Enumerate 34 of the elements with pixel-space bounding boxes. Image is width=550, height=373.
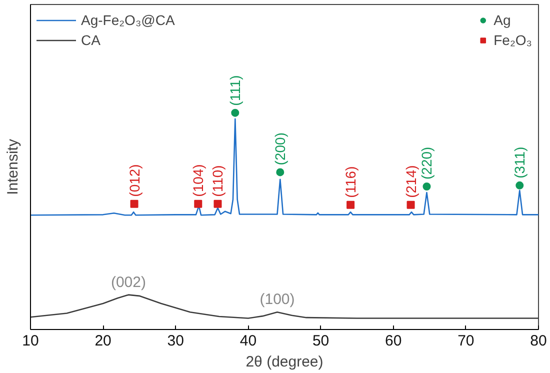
legend-label: CA [81, 32, 101, 48]
x-tick-label: 30 [167, 332, 184, 350]
point [276, 168, 284, 176]
annotation: (214) [402, 165, 419, 198]
point [516, 181, 524, 190]
legend-label: Ag-Fe₂O₃@CA [81, 12, 175, 28]
x-tick-label: 80 [530, 332, 547, 350]
x-tick-label: 40 [240, 332, 257, 350]
annotation: (200) [272, 132, 288, 166]
annotation: (220) [418, 146, 435, 180]
point [422, 182, 431, 190]
annotation: (110) [210, 165, 226, 197]
legend-label: Fe₂O₃ [494, 32, 532, 48]
point [231, 108, 240, 117]
x-tick-label: 10 [22, 332, 39, 350]
annotation: (012) [126, 164, 142, 197]
x-tick-label: 70 [458, 332, 474, 350]
point [346, 200, 355, 209]
point [194, 200, 202, 208]
point [214, 200, 222, 208]
annotation: (111) [227, 75, 244, 106]
x-tick-label: 50 [312, 332, 330, 350]
point [130, 200, 138, 208]
annotation: (311) [512, 146, 528, 178]
annotation: (100) [260, 291, 295, 308]
annotation: (002) [110, 274, 146, 291]
annotation: (116) [342, 166, 359, 198]
point [406, 200, 415, 209]
x-tick-label: 60 [385, 332, 402, 350]
annotation: (104) [190, 164, 206, 197]
x-axis-title: 2θ (degree) [246, 354, 324, 370]
x-tick-label: 20 [94, 332, 112, 350]
legend-label: Ag [494, 12, 512, 28]
y-axis-title: Intensity [4, 138, 22, 195]
